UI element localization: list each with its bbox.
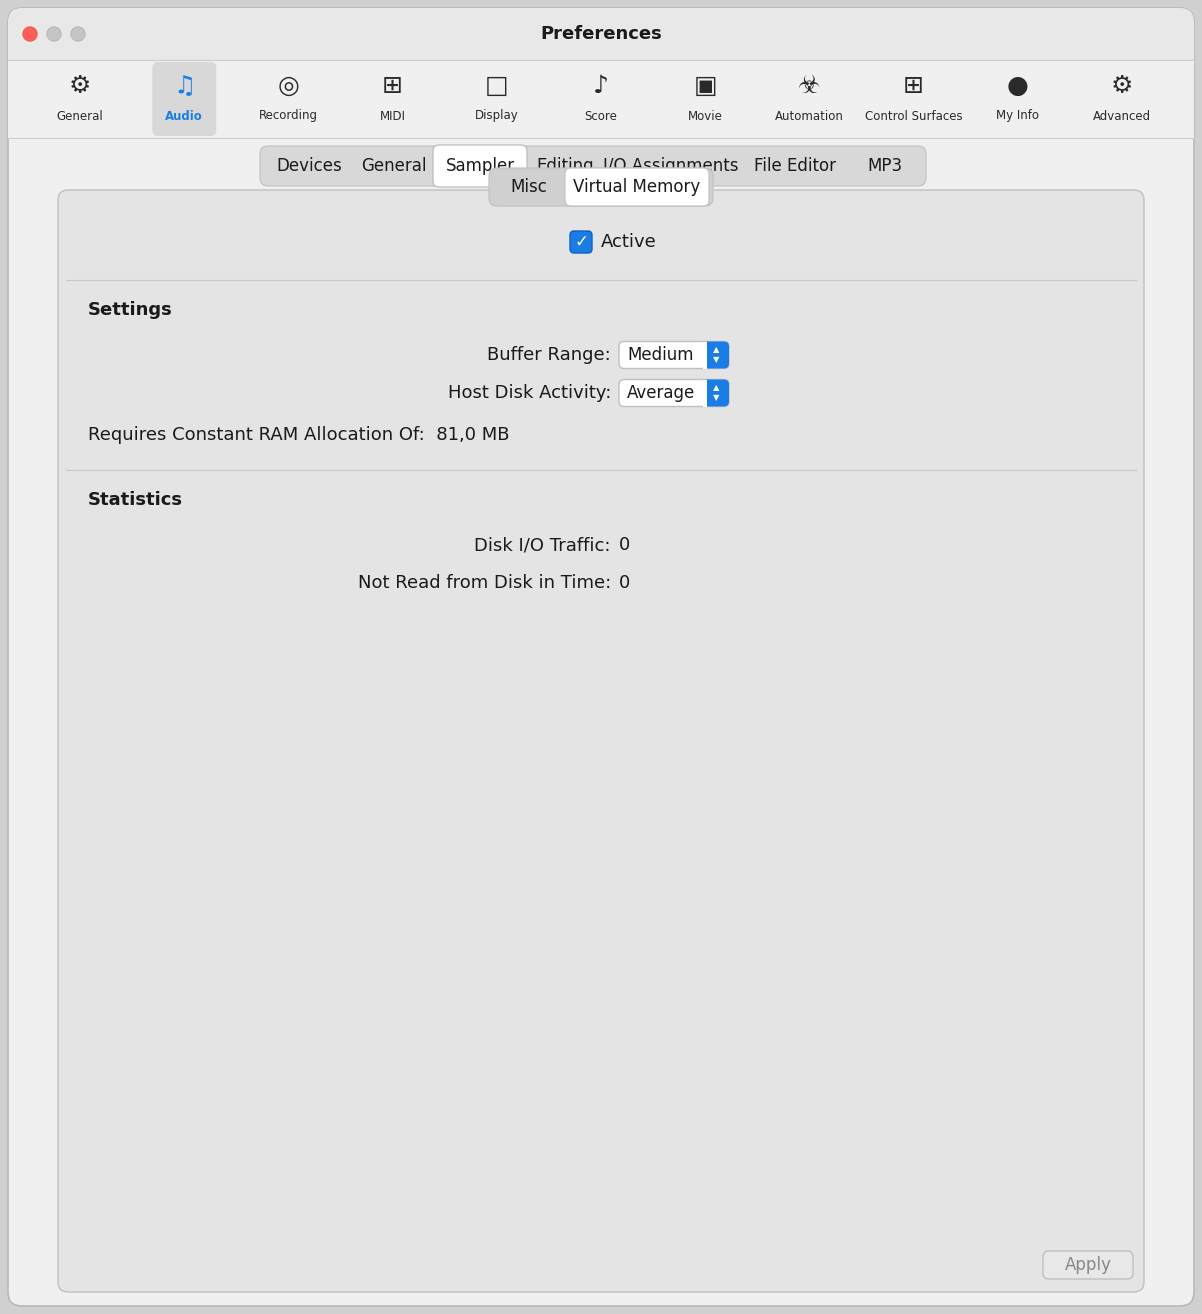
Text: ▲: ▲: [713, 384, 719, 393]
FancyBboxPatch shape: [565, 168, 709, 206]
Circle shape: [47, 28, 61, 41]
Text: Active: Active: [601, 233, 656, 251]
FancyBboxPatch shape: [8, 8, 1194, 1306]
Text: Statistics: Statistics: [88, 491, 183, 509]
Bar: [703, 380, 707, 406]
Text: File Editor: File Editor: [755, 156, 837, 175]
Text: Misc: Misc: [511, 177, 547, 196]
Text: Virtual Memory: Virtual Memory: [573, 177, 701, 196]
FancyBboxPatch shape: [489, 168, 713, 206]
Text: ◎: ◎: [278, 74, 299, 99]
Text: Requires Constant RAM Allocation Of:  81,0 MB: Requires Constant RAM Allocation Of: 81,…: [88, 426, 510, 444]
FancyBboxPatch shape: [153, 62, 216, 137]
Text: Medium: Medium: [627, 346, 695, 364]
Text: Average: Average: [627, 384, 695, 402]
Text: MP3: MP3: [868, 156, 903, 175]
Text: ⊞: ⊞: [382, 74, 403, 99]
Text: My Info: My Info: [996, 109, 1040, 122]
Text: Host Disk Activity:: Host Disk Activity:: [447, 384, 611, 402]
Text: ⊞: ⊞: [903, 74, 924, 99]
Text: Settings: Settings: [88, 301, 173, 319]
FancyBboxPatch shape: [1043, 1251, 1133, 1279]
FancyBboxPatch shape: [570, 231, 593, 254]
Text: ♫: ♫: [173, 74, 196, 99]
FancyBboxPatch shape: [703, 342, 728, 368]
Text: ♪: ♪: [593, 74, 609, 99]
Text: MIDI: MIDI: [380, 109, 405, 122]
Text: Advanced: Advanced: [1093, 109, 1152, 122]
Text: ▲: ▲: [713, 346, 719, 355]
Text: ▣: ▣: [694, 74, 718, 99]
Text: Apply: Apply: [1065, 1256, 1112, 1275]
FancyBboxPatch shape: [703, 380, 728, 406]
Text: Buffer Range:: Buffer Range:: [487, 346, 611, 364]
Bar: [8, 22, 1194, 60]
Text: Sampler: Sampler: [446, 156, 514, 175]
Text: General: General: [361, 156, 427, 175]
Text: Editing: Editing: [536, 156, 594, 175]
Text: 0: 0: [619, 574, 630, 593]
Text: Control Surfaces: Control Surfaces: [864, 109, 963, 122]
Text: ✓: ✓: [575, 233, 588, 251]
FancyBboxPatch shape: [58, 191, 1144, 1292]
Text: ⚙: ⚙: [69, 74, 91, 99]
Text: Audio: Audio: [166, 109, 203, 122]
FancyBboxPatch shape: [619, 342, 728, 368]
Circle shape: [71, 28, 85, 41]
FancyBboxPatch shape: [260, 146, 926, 187]
FancyBboxPatch shape: [433, 145, 526, 187]
Circle shape: [23, 28, 37, 41]
Text: ☣: ☣: [798, 74, 821, 99]
Text: Automation: Automation: [775, 109, 844, 122]
Text: 0: 0: [619, 536, 630, 555]
Text: ●: ●: [1007, 74, 1029, 99]
Bar: [703, 342, 707, 368]
Text: Preferences: Preferences: [540, 25, 662, 43]
Text: Devices: Devices: [276, 156, 341, 175]
Text: Disk I/O Traffic:: Disk I/O Traffic:: [475, 536, 611, 555]
Text: Recording: Recording: [258, 109, 319, 122]
Text: ⚙: ⚙: [1111, 74, 1133, 99]
FancyBboxPatch shape: [10, 141, 1192, 1303]
FancyBboxPatch shape: [619, 380, 728, 406]
Text: General: General: [56, 109, 103, 122]
Text: I/O Assignments: I/O Assignments: [603, 156, 739, 175]
Text: ▼: ▼: [713, 356, 719, 364]
Text: ▼: ▼: [713, 393, 719, 402]
Text: Not Read from Disk in Time:: Not Read from Disk in Time:: [358, 574, 611, 593]
Text: Score: Score: [584, 109, 618, 122]
FancyBboxPatch shape: [8, 8, 1194, 60]
Text: □: □: [484, 74, 508, 99]
Text: Display: Display: [475, 109, 519, 122]
Text: Movie: Movie: [688, 109, 722, 122]
Bar: [8, 60, 1194, 138]
